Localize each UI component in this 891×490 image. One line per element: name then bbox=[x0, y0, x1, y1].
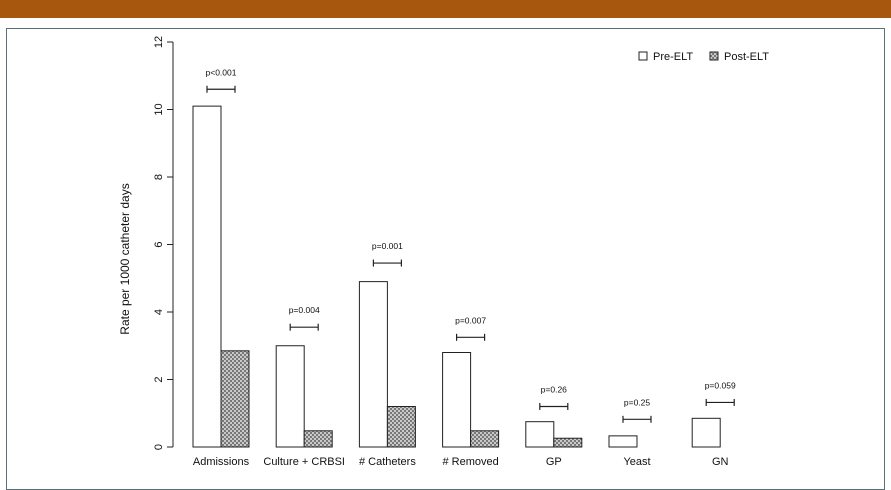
x-category-label: GP bbox=[546, 456, 562, 468]
x-category-label: Admissions bbox=[193, 456, 250, 468]
bar-post-elt bbox=[386, 406, 416, 448]
bar-pre-elt bbox=[525, 421, 555, 448]
bar-post-elt bbox=[220, 350, 250, 448]
p-value-label: p=0.004 bbox=[289, 305, 320, 315]
x-category-label: Culture + CRBSI bbox=[263, 456, 345, 468]
header-bar bbox=[0, 0, 891, 18]
y-tick-label: 6 bbox=[153, 241, 165, 247]
legend-label-post-elt: Post-ELT bbox=[724, 51, 769, 63]
p-value-label: p=0.26 bbox=[541, 385, 568, 395]
y-tick-label: 10 bbox=[153, 103, 165, 115]
y-tick-label: 2 bbox=[153, 376, 165, 382]
bar-pre-elt bbox=[608, 435, 638, 448]
y-tick-label: 4 bbox=[153, 309, 165, 315]
y-tick-label: 12 bbox=[153, 36, 165, 48]
x-category-label: Yeast bbox=[623, 456, 650, 468]
y-axis-label: Rate per 1000 catheter days bbox=[118, 183, 132, 334]
bar-pre-elt bbox=[691, 417, 721, 448]
y-tick-label: 0 bbox=[153, 444, 165, 450]
legend-swatch-post-elt bbox=[709, 51, 719, 61]
figure-frame: Rate per 1000 catheter days 0 2 4 6 8 10 12 Adm… bbox=[6, 28, 885, 490]
p-value-label: p=0.059 bbox=[705, 380, 736, 390]
legend: Pre-ELT Post-ELT bbox=[638, 51, 769, 63]
p-value-label: p=0.25 bbox=[624, 397, 651, 407]
x-category-label: GN bbox=[712, 456, 729, 468]
bar-pre-elt bbox=[442, 352, 472, 448]
bar-post-elt bbox=[553, 437, 583, 448]
p-value-label: p<0.001 bbox=[206, 67, 237, 77]
p-value-label: p=0.001 bbox=[372, 241, 403, 251]
bar-pre-elt bbox=[275, 345, 305, 448]
bar-pre-elt bbox=[192, 105, 222, 448]
bar-pre-elt bbox=[358, 281, 388, 448]
x-category-label: # Removed bbox=[442, 456, 498, 468]
x-category-label: # Catheters bbox=[359, 456, 416, 468]
bar-post-elt bbox=[303, 430, 333, 448]
bar-chart: Rate per 1000 catheter days 0 2 4 6 8 10 12 Adm… bbox=[118, 36, 769, 468]
legend-label-pre-elt: Pre-ELT bbox=[653, 51, 693, 63]
y-tick-label: 8 bbox=[153, 174, 165, 180]
p-value-label: p=0.007 bbox=[455, 315, 486, 325]
legend-swatch-pre-elt bbox=[638, 51, 648, 61]
bar-post-elt bbox=[470, 430, 500, 448]
